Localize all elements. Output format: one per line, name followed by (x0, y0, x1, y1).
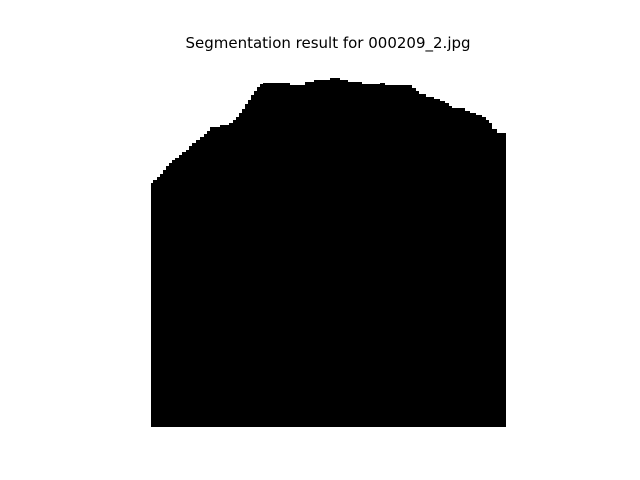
segmentation-mask-region (151, 78, 506, 427)
figure-title: Segmentation result for 000209_2.jpg (185, 34, 471, 52)
